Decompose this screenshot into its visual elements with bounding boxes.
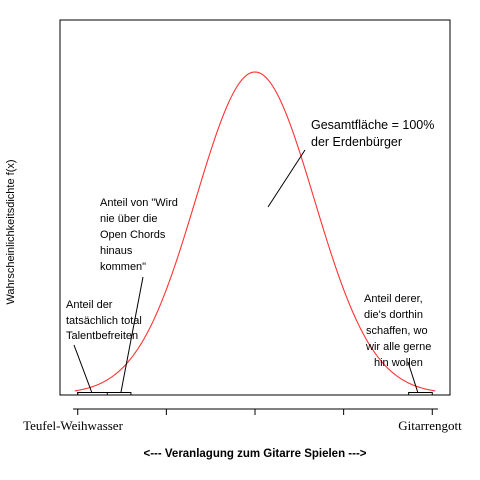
annotation-talentless-line: Talentbefreiten [66,330,138,342]
annotation-gods-line: Anteil derer, [364,293,423,305]
plot-frame [59,19,451,396]
pointer-talentless [73,344,93,394]
tick-label-right: Gitarrengott [398,418,462,433]
y-axis-label: Wahrscheinlichkeitsdichte f(x) [5,159,17,304]
series-line-normal-density [74,71,436,392]
annotation-talentless-line: tatsächlich total [66,315,142,327]
tick-label-left: Teufel-Weihwasser [23,418,124,433]
annotation-open-chords-line: Anteil von "Wird [100,197,178,209]
annotation-open-chords-line: kommen" [100,261,146,273]
annotation-open-chords-line: Open Chords [100,229,166,241]
pointer-gods [407,361,419,394]
x-ticks [77,409,433,415]
annotation-total-line: Gesamtfläche = 100% [311,118,434,132]
annotation-gods-line: hin wollen [374,357,423,369]
annotation-gods-line: wir alle gerne [365,341,431,353]
annotation-open-chords-line: hinaus [100,245,133,257]
annotation-open-chords-line: nie über die [100,213,158,225]
annotation-talentless-line: Anteil der [66,299,113,311]
annotation-gods-line: schaffen, wo [366,325,428,337]
pointer-total [267,149,306,208]
annotation-open-chords: Anteil von "Wird nie über die Open Chord… [100,197,178,273]
annotation-total-line: der Erdenbürger [311,135,402,149]
tail-bracket-open-chords [77,392,132,396]
x-axis-label: <--- Veranlagung zum Gitarre Spielen ---… [143,448,366,460]
annotation-talentless: Anteil der tatsächlich total Talentbefre… [66,299,142,342]
tail-bracket-gods [408,392,433,396]
annotation-gods: Anteil derer, die's dorthin schaffen, wo… [364,293,431,369]
annotation-gods-line: die's dorthin [364,309,423,321]
pointer-open-chords [120,276,144,393]
annotation-total: Gesamtfläche = 100% der Erdenbürger [311,118,434,149]
